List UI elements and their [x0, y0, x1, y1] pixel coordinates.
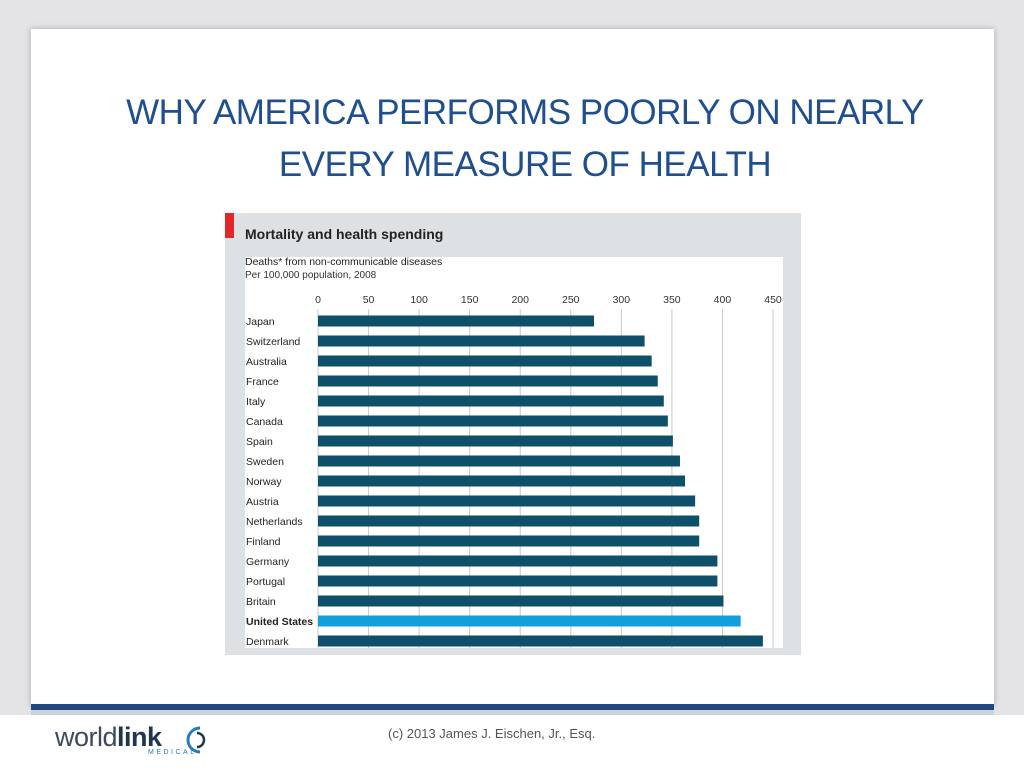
category-label-norway: Norway	[246, 476, 282, 488]
category-label-austria: Austria	[246, 496, 279, 508]
category-label-finland: Finland	[246, 536, 281, 548]
bar-norway	[318, 475, 686, 487]
logo-tagline: MEDICAL	[148, 749, 197, 756]
bar-portugal	[318, 575, 718, 587]
bar-japan	[318, 315, 595, 327]
logo-text-world: world	[55, 722, 118, 752]
logo-text-link: link	[117, 722, 162, 752]
x-tick-label-0: 0	[315, 294, 321, 306]
category-label-switzerland: Switzerland	[246, 336, 300, 348]
x-tick-label-250: 250	[562, 294, 580, 306]
category-label-sweden: Sweden	[246, 456, 284, 468]
slide-title: WHY AMERICA PERFORMS POORLY ON NEARLY EV…	[126, 93, 924, 184]
bar-switzerland	[318, 335, 645, 347]
bar-italy	[318, 395, 664, 407]
worldlink-logo: worldlink	[55, 722, 162, 752]
chart-subtitle: Deaths* from non-communicable diseases	[245, 256, 443, 268]
footer-band	[31, 704, 994, 710]
category-label-spain: Spain	[246, 436, 273, 448]
bar-united-states	[318, 615, 741, 627]
bar-australia	[318, 355, 652, 367]
category-label-united-states: United States	[246, 616, 313, 628]
category-label-denmark: Denmark	[246, 636, 289, 648]
x-tick-label-100: 100	[410, 294, 428, 306]
chart-accent-bar	[225, 213, 234, 238]
bar-britain	[318, 595, 724, 607]
x-tick-label-150: 150	[461, 294, 479, 306]
category-label-germany: Germany	[246, 556, 290, 568]
bar-germany	[318, 555, 718, 567]
footer	[0, 715, 1024, 768]
bar-france	[318, 375, 658, 387]
logo-swirl-icon	[186, 726, 206, 754]
x-tick-label-300: 300	[613, 294, 631, 306]
footer-band-light	[31, 710, 994, 715]
category-label-australia: Australia	[246, 356, 287, 368]
copyright-text: (c) 2013 James J. Eischen, Jr., Esq.	[388, 726, 596, 741]
bar-austria	[318, 495, 696, 507]
bar-canada	[318, 415, 668, 427]
bar-finland	[318, 535, 700, 547]
x-tick-label-350: 350	[663, 294, 681, 306]
x-tick-label-200: 200	[511, 294, 529, 306]
chart-unit-note: Per 100,000 population, 2008	[245, 270, 377, 281]
category-label-portugal: Portugal	[246, 576, 285, 588]
bar-denmark	[318, 635, 763, 647]
x-tick-label-450: 450	[764, 294, 782, 306]
x-tick-label-50: 50	[363, 294, 375, 306]
category-label-japan: Japan	[246, 316, 275, 328]
category-label-italy: Italy	[246, 396, 266, 408]
category-label-netherlands: Netherlands	[246, 516, 303, 528]
bar-sweden	[318, 455, 680, 467]
category-label-britain: Britain	[246, 596, 276, 608]
x-tick-label-400: 400	[714, 294, 732, 306]
bar-spain	[318, 435, 673, 447]
chart-title: Mortality and health spending	[245, 226, 444, 242]
bar-netherlands	[318, 515, 700, 527]
category-label-france: France	[246, 376, 279, 388]
category-label-canada: Canada	[246, 416, 283, 428]
